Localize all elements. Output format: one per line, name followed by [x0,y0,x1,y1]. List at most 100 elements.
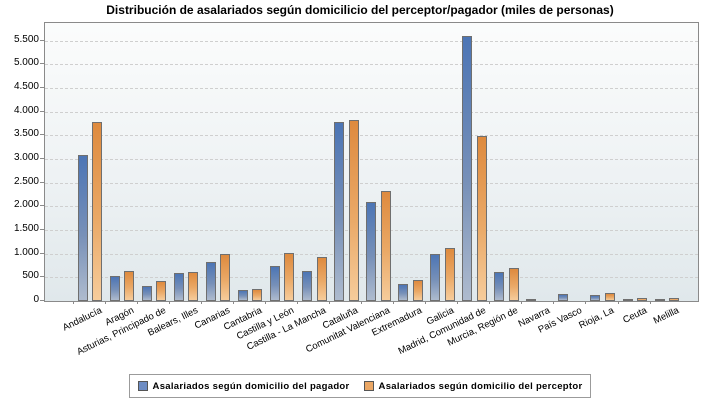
gridline [45,158,698,160]
x-category-label: Rioja, La [577,305,617,332]
bar-pagador-17 [590,294,601,301]
gridline [45,40,698,42]
y-tick-mark [40,110,44,112]
bar-perceptor-12 [444,248,455,301]
bar-pagador-19 [654,299,665,301]
x-tick-mark [585,301,587,304]
y-tick-mark [40,300,44,301]
bar-perceptor-17 [604,292,615,301]
x-tick-mark [297,301,298,304]
bar-pagador-18 [622,299,633,301]
gridline [45,182,698,184]
y-tick-label: 1.000 [13,246,39,258]
bar-perceptor-3 [156,281,167,301]
legend-item: Asalariados según domicilio del pagador [137,380,350,392]
bar-perceptor-6 [252,288,263,301]
y-tick-mark [40,63,44,65]
bar-perceptor-13 [476,135,487,301]
bar-perceptor-8 [316,256,327,301]
legend-swatch-icon [363,381,374,391]
bar-pagador-4 [173,272,184,301]
bar-pagador-2 [109,275,120,301]
gridline [45,135,698,137]
x-tick-mark [617,301,619,304]
y-tick-label: 500 [22,270,39,282]
bar-pagador-12 [430,253,441,301]
x-tick-mark [457,301,459,304]
y-tick-label: 2.000 [13,199,39,211]
x-tick-mark [264,301,266,304]
x-tick-mark [393,301,395,304]
x-tick-mark [649,301,651,304]
x-tick-mark [232,301,234,304]
bar-pagador-1 [77,155,88,301]
y-tick-mark [40,157,44,159]
gridline [45,111,698,113]
legend: Asalariados según domicilio del pagador A… [0,374,720,398]
bar-perceptor-9 [348,119,359,301]
y-tick-mark [40,181,44,183]
bar-perceptor-2 [124,270,135,301]
y-tick-label: 3.000 [13,151,39,163]
bar-perceptor-1 [92,121,103,301]
legend-box: Asalariados según domicilio del pagador A… [128,374,592,398]
x-tick-mark [489,301,491,304]
gridline [45,64,698,66]
x-category-label: Andalucía [60,305,104,334]
x-tick-mark [200,301,202,304]
y-tick-label: 3.500 [13,128,39,140]
y-tick-mark [40,276,44,278]
y-tick-mark [40,252,44,254]
chart-title: Distribución de asalariados según domici… [106,3,614,17]
x-tick-mark [329,301,331,304]
bar-pagador-6 [237,290,248,301]
y-tick-label: 4.000 [13,104,39,116]
bar-perceptor-11 [412,279,423,301]
x-tick-mark [553,301,555,304]
legend-swatch-icon [137,381,148,391]
x-category-label: Melilla [651,305,681,327]
bar-pagador-10 [366,201,377,301]
y-tick-label: 5.500 [13,33,39,45]
bar-pagador-8 [302,271,312,301]
x-category-label: Ceuta [620,305,649,327]
x-tick-mark [72,301,74,304]
y-tick-label: 0 [33,294,39,305]
x-tick-mark [136,301,138,304]
y-tick-label: 1.500 [13,222,39,234]
legend-label: Asalariados según domicilio del pagador [152,380,350,392]
bar-pagador-3 [141,285,152,301]
bar-pagador-15 [526,299,537,301]
bar-perceptor-4 [188,272,199,301]
bar-perceptor-14 [508,267,519,301]
y-tick-label: 4.500 [13,80,39,92]
bar-pagador-5 [205,261,216,301]
bar-perceptor-19 [669,298,680,301]
x-tick-mark [104,301,106,304]
bar-pagador-13 [462,35,473,301]
bar-pagador-7 [269,265,280,301]
y-tick-label: 5.000 [13,57,39,69]
y-tick-label: 2.500 [13,175,39,187]
x-tick-mark [168,301,170,304]
bar-pagador-16 [558,294,569,301]
bar-perceptor-7 [284,252,295,301]
bar-perceptor-10 [380,191,391,301]
y-tick-mark [40,228,44,230]
gridline [45,87,698,89]
legend-label: Asalariados según domicilio del percepto… [378,380,583,392]
bar-perceptor-18 [637,298,647,301]
bar-perceptor-5 [220,253,231,301]
x-tick-mark [425,301,427,304]
y-tick-mark [40,134,44,136]
y-tick-mark [40,39,44,41]
bar-pagador-9 [334,121,345,301]
y-tick-mark [40,86,44,88]
bar-pagador-14 [494,271,505,301]
plot-area [44,22,699,302]
x-tick-mark [521,301,523,304]
bar-pagador-11 [398,283,409,301]
legend-item: Asalariados según domicilio del percepto… [363,380,583,392]
y-tick-mark [40,205,44,207]
